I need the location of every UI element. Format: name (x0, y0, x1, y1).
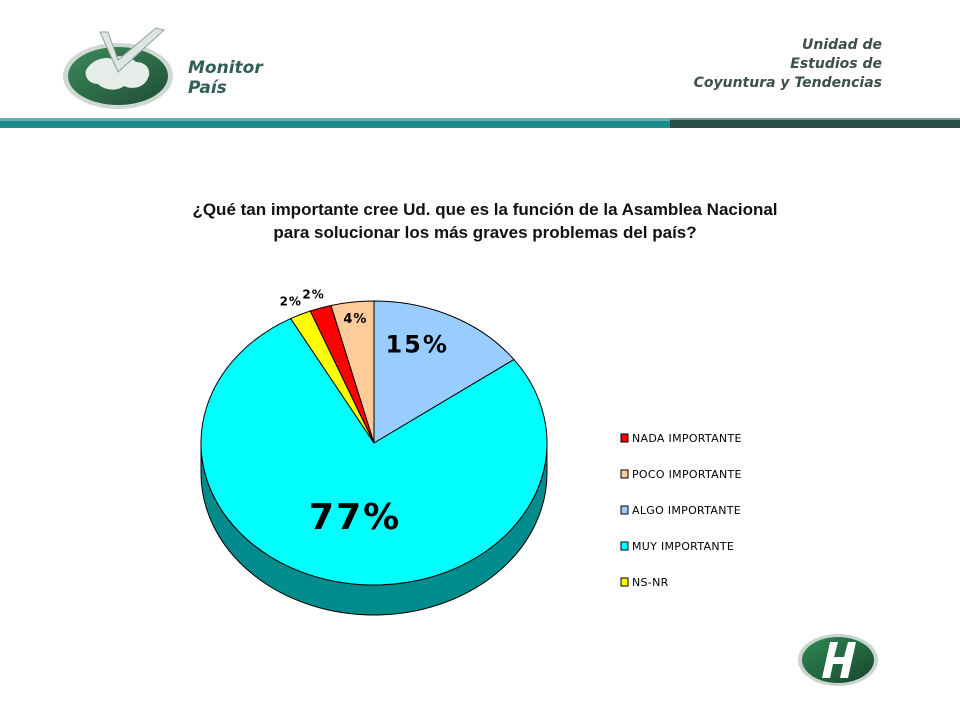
legend-label-ns-nr: NS-NR (632, 576, 669, 589)
pie-label-poco-importante: 4% (343, 312, 367, 327)
chart-legend: NADA IMPORTANTE POCO IMPORTANTE ALGO IMPOR… (620, 432, 742, 589)
pie-label-ns-nr: 2% (280, 295, 302, 309)
unit-line-2: Estudios de (790, 56, 882, 72)
pie-label-muy-importante: 77% (309, 497, 401, 538)
brand-name: Monitor País (188, 58, 263, 98)
chart-title-line-1: ¿Qué tan importante cree Ud. que es la f… (192, 200, 778, 219)
brand-line-1: Monitor (188, 58, 263, 78)
pie-slice-algo-importante (373, 300, 515, 444)
legend-label-algo-importante: ALGO IMPORTANTE (632, 504, 741, 517)
pie-data-labels: 15% 77% 2%2% 4% (280, 287, 448, 538)
monitor-pais-logo (63, 27, 173, 109)
legend-swatch-muy-importante (620, 541, 629, 551)
header-divider-bar (0, 118, 960, 128)
legend-swatch-algo-importante (620, 505, 629, 515)
legend-label-poco-importante: POCO IMPORTANTE (632, 468, 742, 481)
legend-label-muy-importante: MUY IMPORTANTE (632, 540, 734, 553)
chart-title: ¿Qué tan importante cree Ud. que es la f… (120, 198, 850, 244)
unit-name: Unidad de Estudios de Coyuntura y Tenden… (694, 36, 882, 93)
chart-title-line-2: para solucionar los más graves problemas… (273, 223, 697, 242)
legend-swatch-nada-importante (620, 433, 629, 443)
unit-line-3: Coyuntura y Tendencias (693, 75, 882, 91)
corner-logo (798, 634, 878, 686)
pie-label-nada-importante: 2% (302, 287, 324, 301)
pie-slice-poco-importante (330, 300, 375, 444)
pie-label-algo-importante: 15% (385, 330, 448, 358)
brand-line-2: País (188, 78, 227, 98)
unit-line-1: Unidad de (801, 37, 882, 53)
pie-slice-muy-importante (200, 317, 548, 586)
legend-swatch-poco-importante (620, 469, 629, 479)
legend-swatch-ns-nr (620, 577, 629, 587)
pie-slices (200, 300, 548, 586)
legend-label-nada-importante: NADA IMPORTANTE (632, 432, 742, 445)
